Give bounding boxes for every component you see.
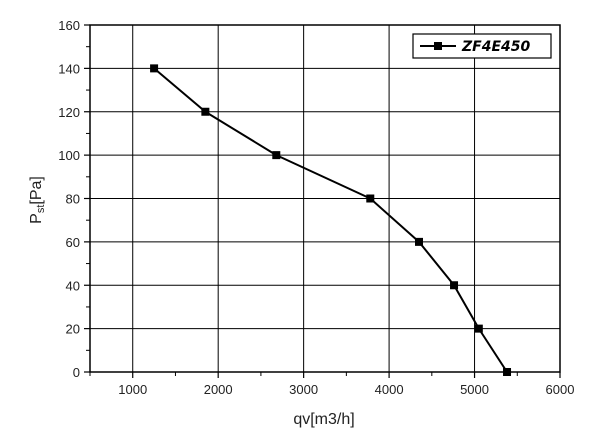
data-point-marker: [272, 151, 281, 160]
data-point-marker: [150, 64, 159, 73]
y-tick-label: 140: [58, 61, 80, 76]
legend-marker: [434, 42, 442, 50]
series-layer: [150, 64, 512, 376]
data-point-marker: [366, 194, 375, 203]
y-tick-label: 120: [58, 105, 80, 120]
legend-label: ZF4E450: [461, 39, 531, 55]
y-axis-tick-labels: 0 20 40 60 80 100 120 140 160: [58, 18, 80, 380]
data-point-marker: [474, 324, 483, 333]
x-tick-label: 5000: [460, 382, 489, 397]
x-axis-label: qv[m3/h]: [293, 411, 354, 428]
y-axis-label-sub: st: [35, 205, 47, 214]
axis-ticks: [84, 24, 561, 378]
data-point-marker: [415, 237, 423, 246]
x-tick-label: 1000: [118, 382, 147, 397]
y-tick-label: 0: [73, 365, 80, 380]
data-point-marker: [503, 368, 512, 376]
y-tick-label: 60: [66, 235, 80, 250]
series-line: [153, 67, 508, 373]
x-tick-label: 4000: [375, 382, 404, 397]
x-tick-label: 6000: [546, 382, 575, 397]
y-tick-label: 160: [58, 18, 80, 33]
legend: ZF4E450: [412, 33, 552, 59]
y-tick-label: 40: [66, 278, 80, 293]
y-tick-label: 20: [66, 322, 80, 337]
y-tick-label: 80: [66, 192, 80, 207]
y-tick-label: 100: [58, 148, 80, 163]
data-point-marker: [450, 281, 459, 290]
x-tick-label: 3000: [289, 382, 318, 397]
y-axis-label-main: P: [28, 213, 45, 224]
x-axis-tick-labels: 1000 2000 3000 4000 5000 6000: [118, 382, 574, 397]
x-tick-label: 2000: [204, 382, 233, 397]
y-axis-label: Pst[Pa]: [28, 176, 47, 224]
data-point-marker: [201, 107, 210, 116]
y-axis-label-unit: [Pa]: [28, 176, 45, 204]
grid-lines: [90, 25, 560, 372]
